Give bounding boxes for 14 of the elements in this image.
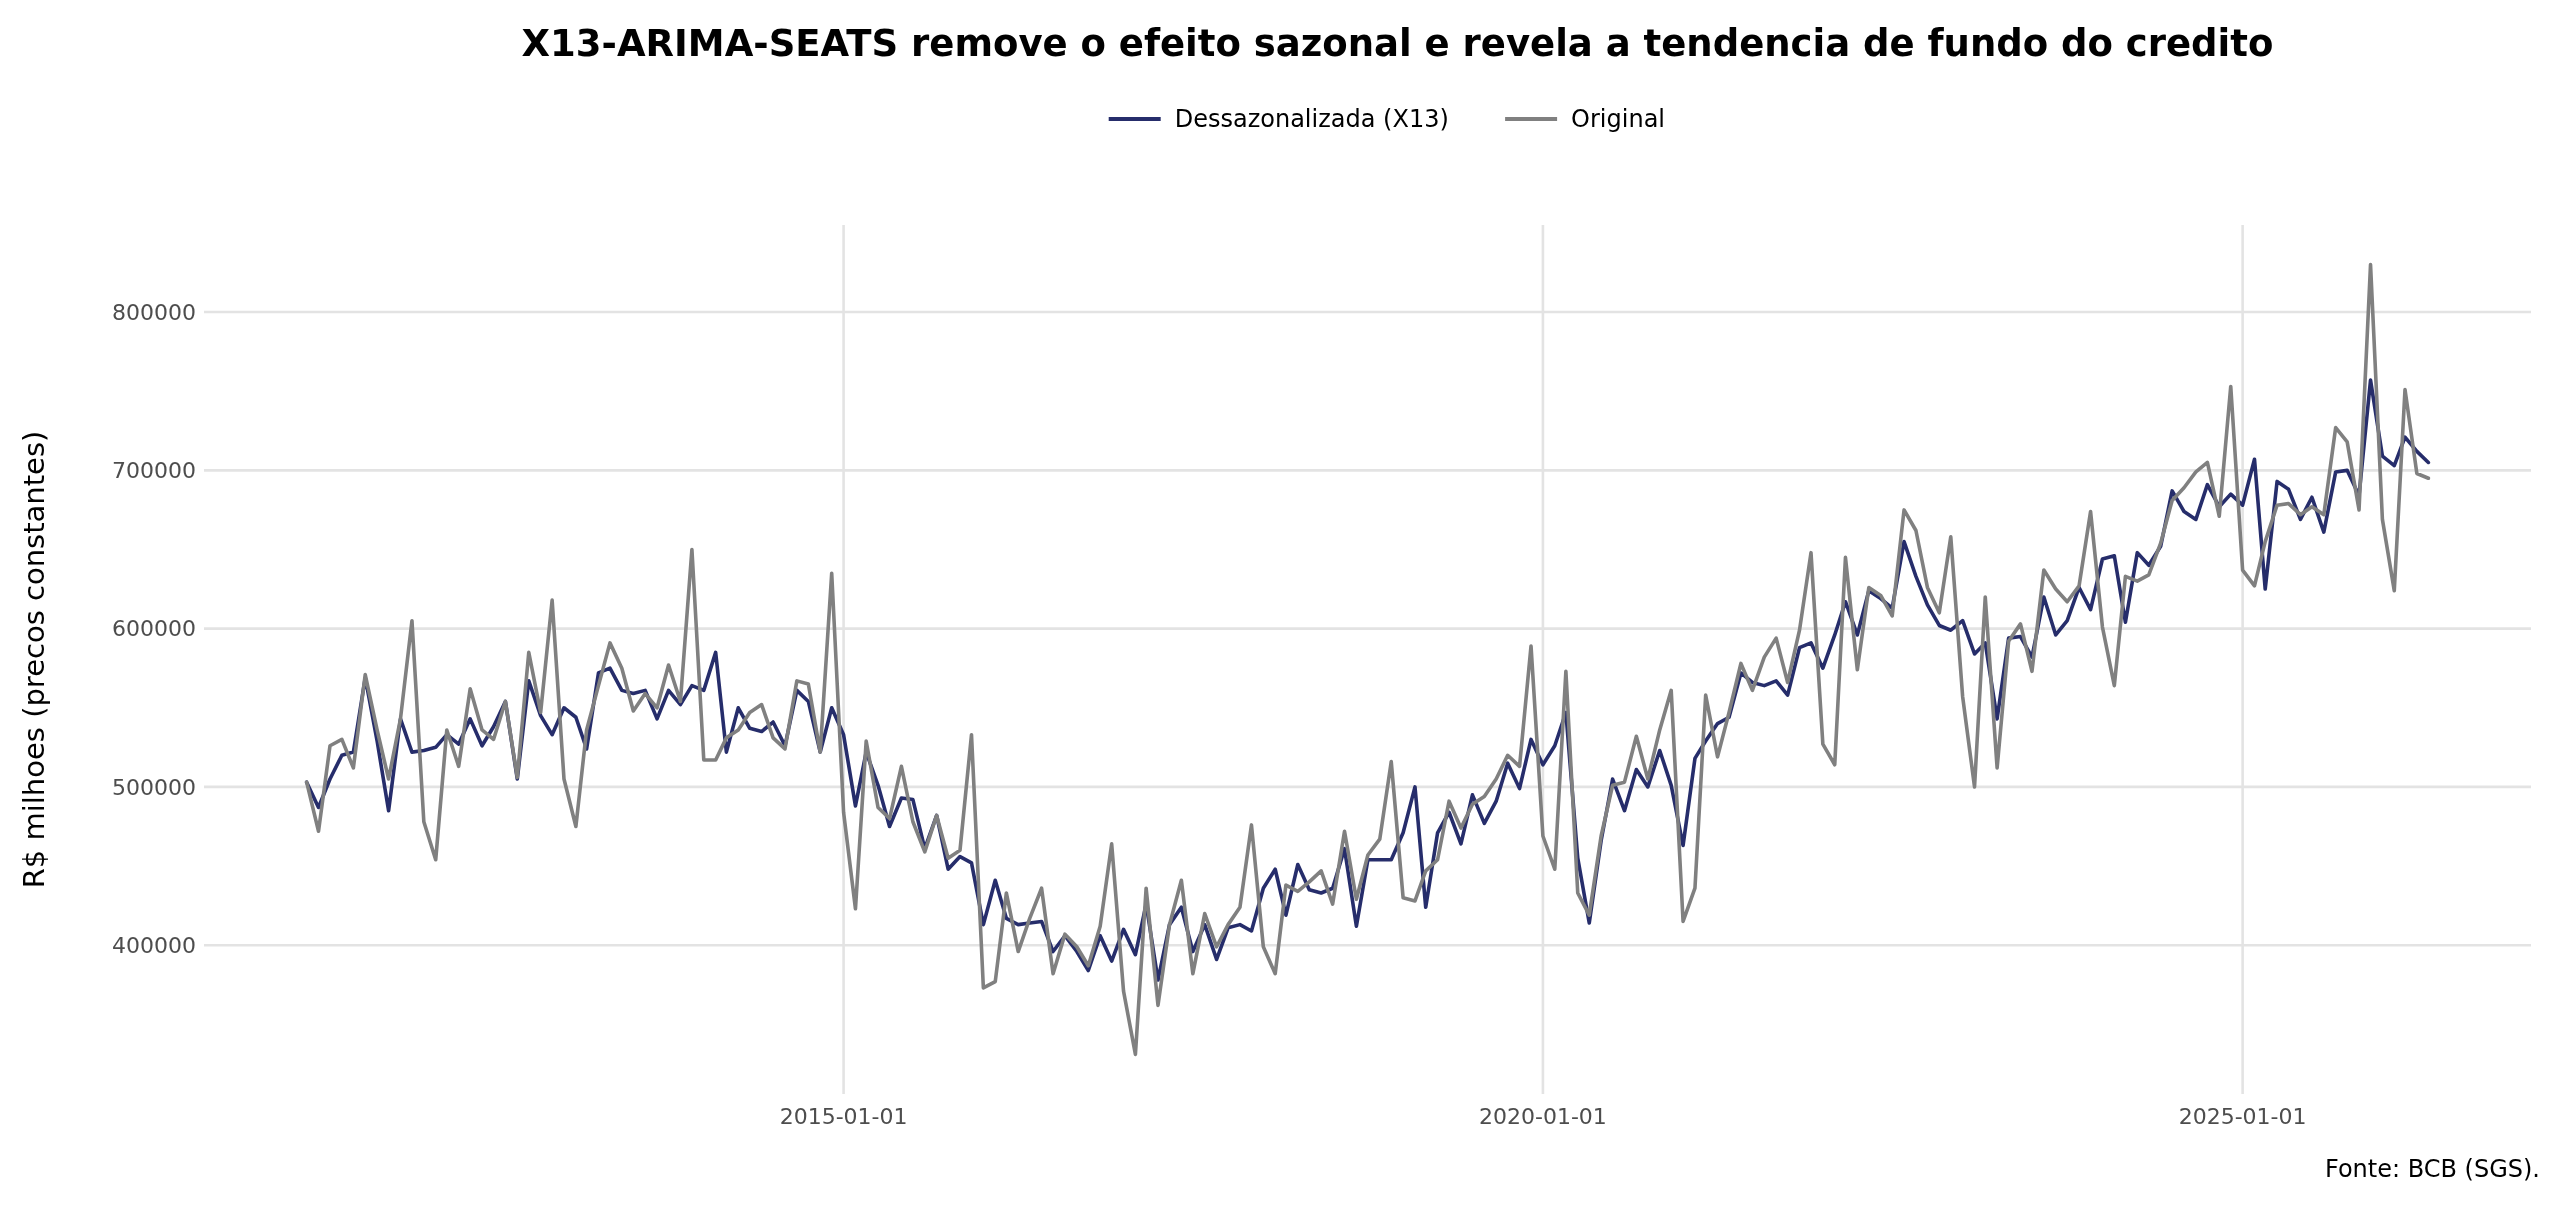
x-tick-label: 2025-01-01 (2178, 1104, 2307, 1129)
y-tick-label: 700000 (112, 458, 196, 484)
line-series (304, 262, 2431, 1057)
y-tick-label: 600000 (112, 616, 196, 642)
legend-label: Original (1571, 105, 1666, 134)
source-note: Fonte: BCB (SGS). (2324, 1155, 2540, 1183)
y-axis-title: R$ milhoes (precos constantes) (17, 430, 51, 889)
x-tick-label: 2015-01-01 (779, 1104, 908, 1129)
y-tick-label: 400000 (112, 932, 196, 958)
y-tick-label: 800000 (112, 299, 196, 325)
legend-label: Dessazonalizada (X13) (1174, 105, 1449, 134)
y-tick-label: 500000 (112, 774, 196, 800)
x-tick-label: 2020-01-01 (1478, 1104, 1607, 1129)
chart-title: X13-ARIMA-SEATS remove o efeito sazonal e revela a tendencia de fundo do credito (521, 22, 2274, 65)
